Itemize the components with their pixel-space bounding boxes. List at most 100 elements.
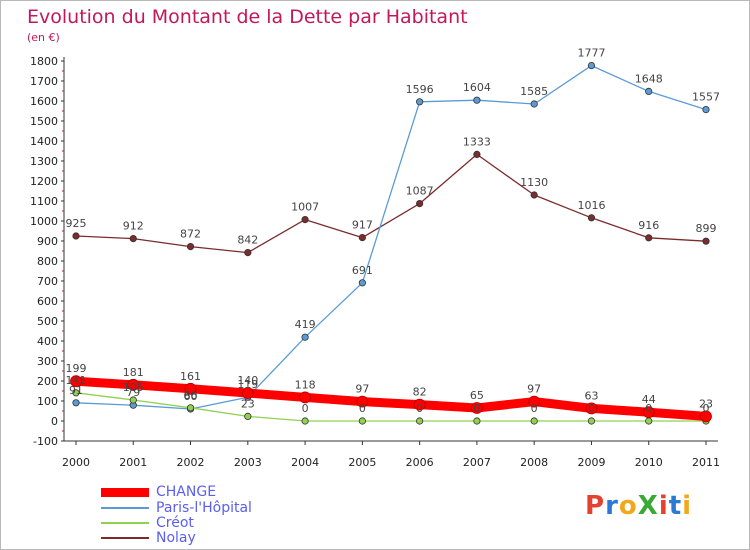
data-label: 44	[642, 393, 656, 406]
data-point	[299, 391, 311, 404]
data-label: 82	[413, 386, 427, 399]
y-tick-label: 1800	[30, 55, 58, 68]
data-point	[416, 417, 424, 425]
y-tick-label: 1400	[30, 135, 58, 148]
data-point	[645, 417, 653, 425]
data-point	[358, 234, 366, 242]
chart-title: Evolution du Montant de la Dette par Hab…	[27, 6, 468, 28]
data-label: 1333	[463, 135, 491, 148]
series-line-3	[75, 153, 707, 254]
data-point	[587, 61, 596, 70]
x-tick-label: 2007	[463, 456, 491, 469]
data-label: 181	[123, 366, 144, 379]
data-point	[473, 150, 481, 158]
logo-letter: o	[618, 491, 638, 521]
data-label: 1007	[291, 201, 319, 214]
y-tick-label: 800	[37, 255, 58, 268]
x-tick-label: 2004	[291, 456, 319, 469]
data-point	[356, 395, 369, 408]
y-tick-label: 1100	[30, 195, 58, 208]
x-tick-label: 2002	[177, 456, 205, 469]
y-tick-label: 500	[37, 315, 58, 328]
data-point	[702, 237, 710, 245]
data-point	[530, 100, 538, 108]
data-label: 1777	[577, 47, 605, 60]
data-label: 0	[416, 402, 423, 415]
data-point	[416, 98, 424, 106]
data-point	[72, 232, 80, 240]
data-label: 91	[69, 384, 83, 397]
data-label: 23	[699, 397, 713, 410]
x-tick-label: 2006	[406, 456, 434, 469]
logo-letter: i	[682, 491, 693, 521]
data-point	[471, 402, 483, 414]
y-tick-label: 0	[51, 415, 58, 428]
data-point	[72, 389, 80, 397]
data-point	[184, 382, 197, 395]
data-label: 0	[359, 402, 366, 415]
data-point	[473, 96, 481, 104]
x-tick-label: 2010	[635, 456, 663, 469]
logo-letter: t	[668, 491, 683, 521]
data-point	[700, 410, 712, 423]
data-label: 141	[66, 374, 87, 387]
data-label: 140	[237, 374, 258, 387]
data-point	[530, 417, 538, 425]
y-tick-label: 1700	[30, 75, 58, 88]
series-line-0	[71, 376, 711, 421]
logo-letter: r	[605, 491, 619, 521]
data-label: 0	[645, 402, 652, 415]
data-point	[702, 106, 710, 114]
x-tick-label: 2005	[348, 456, 376, 469]
data-point	[129, 396, 137, 404]
data-label: 1648	[635, 72, 663, 85]
x-tick-label: 2011	[692, 456, 720, 469]
data-point	[416, 200, 424, 208]
data-label: 119	[237, 378, 258, 391]
y-tick-label: 400	[37, 335, 58, 348]
logo-letter: P	[585, 491, 606, 521]
data-point	[244, 249, 252, 257]
data-point	[587, 417, 596, 425]
data-label: 0	[473, 402, 480, 415]
data-point	[358, 417, 366, 425]
x-tick-label: 2001	[119, 456, 147, 469]
data-label: 691	[352, 264, 373, 277]
x-tick-label: 2000	[62, 456, 90, 469]
data-label: 842	[237, 234, 258, 247]
data-point	[186, 243, 195, 251]
data-point	[70, 375, 82, 388]
data-label: 0	[531, 402, 538, 415]
y-tick-label: -100	[33, 435, 58, 448]
data-label: 63	[584, 389, 598, 402]
data-point	[301, 216, 309, 224]
data-point	[530, 191, 538, 199]
data-label: 1604	[463, 81, 491, 94]
data-point	[358, 279, 366, 287]
data-point	[301, 417, 309, 425]
data-point	[528, 395, 541, 408]
data-point	[127, 378, 140, 391]
data-label: 97	[355, 383, 369, 396]
data-label: 0	[588, 402, 595, 415]
data-point	[413, 398, 426, 411]
data-label: 899	[696, 222, 717, 235]
data-label: 118	[295, 378, 316, 391]
y-tick-label: 1500	[30, 115, 58, 128]
proxiti-logo: ProXiti	[585, 491, 692, 521]
data-label: 1016	[577, 199, 605, 212]
y-tick-label: 900	[37, 235, 58, 248]
series-line-1	[75, 64, 707, 410]
series-line-2	[75, 392, 707, 422]
data-label: 23	[241, 397, 255, 410]
data-label: 1585	[520, 85, 548, 98]
data-point	[244, 412, 252, 420]
data-point	[642, 406, 655, 419]
data-label: 0	[703, 402, 710, 415]
data-point	[645, 234, 653, 242]
data-label: 105	[123, 381, 144, 394]
data-label: 1130	[520, 176, 548, 189]
y-tick-label: 700	[37, 275, 58, 288]
y-tick-label: 600	[37, 295, 58, 308]
